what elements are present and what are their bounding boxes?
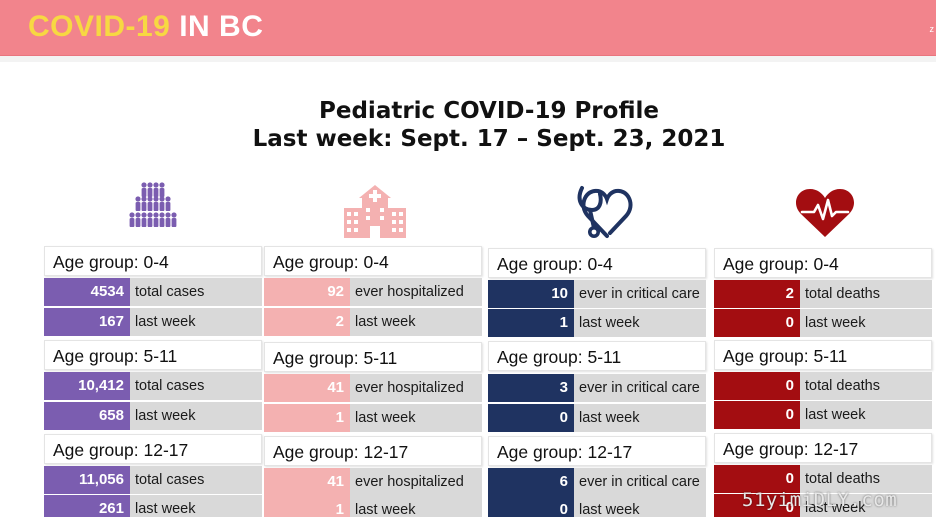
stat-label: last week [135,408,196,424]
stat-value: 0 [714,372,800,400]
group-header: Age group: 5-11 [488,341,706,371]
stat-label: total deaths [805,286,880,302]
group-header: Age group: 12-17 [264,436,482,466]
stat-label: ever in critical care [579,474,700,490]
watermark-text: 51yimiDLY.com [742,489,898,511]
stat-label: last week [355,502,416,517]
stat-value: 1 [264,404,350,432]
stat-row: 0 total deaths [714,372,932,400]
stat-row: 3 ever in critical care [488,374,706,402]
group-header: Age group: 5-11 [714,340,932,370]
stat-value: 41 [264,468,350,496]
stat-value: 0 [714,309,800,337]
stat-value: 2 [264,308,350,336]
site-logo[interactable]: COVID-19 IN BC [28,8,263,46]
stat-label: ever hospitalized [355,284,464,300]
stat-row: 658 last week [44,402,262,430]
stat-row: 167 last week [44,308,262,336]
stat-row: 10,412 total cases [44,372,262,400]
group-header: Age group: 5-11 [44,340,262,370]
stat-label: last week [135,314,196,330]
stat-label: last week [579,502,640,517]
stat-value: 10 [488,280,574,308]
stat-row: 261 last week [44,495,262,517]
group-header: Age group: 0-4 [44,246,262,276]
stat-label: ever hospitalized [355,474,464,490]
stat-value: 11,056 [44,466,130,494]
stat-row: 2 last week [264,308,482,336]
stat-value: 1 [488,309,574,337]
stat-label: ever in critical care [579,286,700,302]
stat-value: 0 [488,496,574,517]
stat-row: 10 ever in critical care [488,280,706,308]
group-header: Age group: 5-11 [264,342,482,372]
main-content: Pediatric COVID-19 Profile Last week: Se… [0,56,936,517]
stat-value: 4534 [44,278,130,306]
stat-value: 1 [264,496,350,517]
header-banner: COVID-19 IN BC z [0,0,936,56]
stat-row: 0 last week [714,309,932,337]
stat-value: 0 [714,494,800,517]
stat-label: last week [135,501,196,517]
stat-row: 0 total deaths [714,465,932,493]
stat-value: 2 [714,280,800,308]
stat-label: ever hospitalized [355,380,464,396]
stat-label: total cases [135,472,205,488]
stat-label: total cases [135,284,205,300]
stat-row: 1 last week [264,496,482,517]
brand-rest: IN BC [179,10,264,43]
stat-label: total cases [135,378,205,394]
stethoscope-heart-icon [576,180,638,242]
group-header: Age group: 12-17 [714,433,932,463]
stat-value: 658 [44,402,130,430]
stat-value: 0 [488,404,574,432]
group-header: Age group: 0-4 [488,248,706,278]
stat-value: 92 [264,278,350,306]
stat-label: total deaths [805,378,880,394]
stat-row: 0 last week [488,496,706,517]
stat-value: 0 [714,465,800,493]
stat-value: 261 [44,495,130,517]
corner-text: z [929,24,935,34]
stat-label: last week [805,407,866,423]
stat-value: 167 [44,308,130,336]
stat-label: last week [355,410,416,426]
group-header: Age group: 12-17 [44,434,262,464]
stat-row: 4534 total cases [44,278,262,306]
group-header: Age group: 12-17 [488,436,706,466]
stat-row: 11,056 total cases [44,466,262,494]
stat-label: last week [355,314,416,330]
stat-value: 0 [714,401,800,429]
stat-value: 10,412 [44,372,130,400]
group-header: Age group: 0-4 [714,248,932,278]
stat-label: total deaths [805,471,880,487]
stat-value: 41 [264,374,350,402]
stat-row: 0 last week [488,404,706,432]
stat-row: 92 ever hospitalized [264,278,482,306]
stat-label: ever in critical care [579,380,700,396]
page-subtitle: Last week: Sept. 17 – Sept. 23, 2021 [252,126,726,152]
stat-row: 0 last week [714,401,932,429]
stat-row: 41 ever hospitalized [264,468,482,496]
stat-label: last week [805,315,866,331]
stat-row: 2 total deaths [714,280,932,308]
stat-row: 1 last week [488,309,706,337]
people-pyramid-icon [126,182,180,238]
page-title: Pediatric COVID-19 Profile [319,98,659,124]
stat-label: last week [579,410,640,426]
stat-value: 3 [488,374,574,402]
stat-row: 0 last week [714,494,932,517]
stat-row: 1 last week [264,404,482,432]
stat-label: last week [805,500,866,516]
brand-highlight: COVID-19 [28,10,171,43]
stat-label: last week [579,315,640,331]
hospital-icon [342,184,408,238]
heart-pulse-icon [794,188,856,238]
stat-row: 41 ever hospitalized [264,374,482,402]
stat-row: 6 ever in critical care [488,468,706,496]
group-header: Age group: 0-4 [264,246,482,276]
stat-value: 6 [488,468,574,496]
